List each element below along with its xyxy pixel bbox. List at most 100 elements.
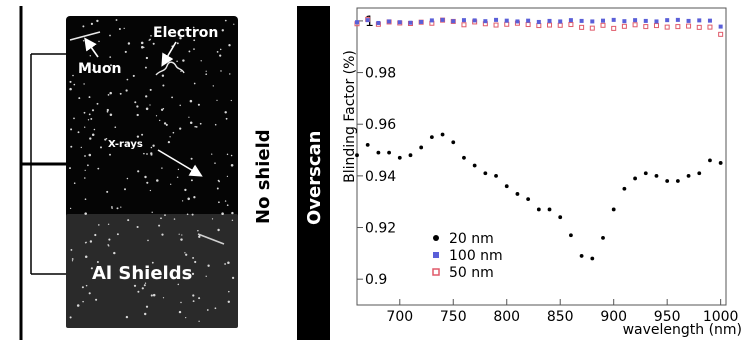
xray-hit [111, 206, 113, 208]
xray-hit [188, 116, 190, 118]
xray-hit [163, 122, 167, 125]
xray-hit [111, 207, 113, 209]
xray-hit [226, 175, 229, 178]
xray-hit [109, 56, 112, 58]
xray-hit [205, 275, 207, 277]
data-point [632, 22, 638, 28]
data-point [504, 18, 509, 23]
xray-hit [147, 239, 149, 242]
xray-hit [83, 83, 85, 85]
data-point [558, 215, 563, 220]
data-point [355, 153, 359, 158]
xray-hit [177, 168, 180, 171]
no-shield-label: No shield [253, 129, 274, 224]
xray-hit [143, 152, 145, 155]
xray-hit [91, 109, 95, 112]
xray-hit [158, 119, 161, 122]
xray-hit [84, 177, 86, 179]
xray-hit [116, 233, 119, 236]
xray-hit [114, 126, 117, 129]
xray-hit [109, 69, 111, 72]
xray-hit [194, 260, 197, 264]
xray-hit [205, 73, 208, 76]
xray-hit [158, 224, 161, 227]
xray-hit [188, 50, 191, 53]
xray-hit [73, 83, 76, 86]
xray-hit [150, 146, 153, 149]
xray-hit [143, 312, 147, 316]
data-point [590, 19, 595, 24]
data-point [515, 19, 520, 24]
xray-hit [87, 119, 90, 121]
data-point [504, 21, 510, 27]
xray-hit [133, 284, 137, 287]
xray-hit [181, 234, 183, 236]
xray-hit [70, 128, 73, 131]
xray-hit [120, 270, 123, 274]
legend-marker [433, 235, 439, 241]
xray-hit [137, 170, 140, 173]
data-point [579, 24, 585, 30]
xray-hit [141, 287, 144, 290]
data-point [621, 23, 627, 29]
data-point [696, 24, 702, 30]
xray-hit [219, 54, 222, 57]
xray-hit [224, 263, 226, 265]
xray-hit [124, 188, 126, 191]
data-point [718, 24, 723, 29]
xray-hit [200, 60, 202, 62]
xray-hit [178, 310, 182, 314]
electron-label: Electron [153, 25, 218, 41]
data-point [526, 18, 531, 23]
xray-hit [144, 66, 147, 69]
xray-hit [184, 252, 186, 254]
xray-hit [140, 41, 144, 45]
xray-hit [110, 141, 113, 144]
xray-hit [94, 233, 97, 237]
xray-hit [84, 198, 87, 201]
shielded-region [66, 214, 238, 328]
xray-hit [221, 29, 224, 32]
xray-hit [107, 94, 110, 96]
xray-hit [177, 283, 180, 286]
xrays-label: X-rays [108, 139, 143, 150]
xray-hit [189, 121, 193, 124]
xray-hit [110, 64, 112, 67]
xray-hit [214, 123, 217, 126]
data-point [536, 19, 541, 24]
data-point [526, 197, 531, 202]
xray-hit [73, 182, 76, 184]
data-point [611, 17, 616, 22]
xray-hit [145, 107, 149, 111]
xray-hit [205, 70, 207, 72]
xray-hit [185, 317, 187, 319]
xray-hit [119, 92, 122, 95]
xray-hit [107, 223, 110, 226]
xray-hit [70, 145, 73, 148]
muon-arrow [84, 37, 99, 58]
xray-hit [96, 261, 99, 263]
xray-hit [127, 219, 130, 222]
xray-hit [144, 282, 147, 284]
xray-hit [113, 251, 116, 255]
xray-hit [211, 153, 213, 155]
xray-hit [227, 261, 230, 265]
xray-hit [195, 169, 197, 171]
xray-hit [190, 157, 193, 160]
series-100-nm [355, 17, 723, 29]
xray-hit [125, 315, 129, 319]
data-point [622, 186, 627, 191]
data-point [643, 18, 648, 23]
xray-hit [141, 133, 144, 136]
blinding-factor-chart: 700 750 800 850 900 950 1000 0.9 0.92 0.94 0.96 0.… [340, 0, 748, 344]
xray-hit [85, 284, 88, 287]
x-axis-label: wavelength (nm) [623, 322, 742, 338]
xray-hit [176, 176, 179, 179]
x-tick-label: 800 [493, 309, 520, 325]
y-tick-label: 0.94 [365, 169, 396, 185]
x-tick-label: 700 [386, 309, 413, 325]
data-point [494, 173, 498, 178]
xray-hit [221, 212, 224, 215]
xray-hit [90, 267, 93, 270]
xray-hit [146, 181, 149, 184]
